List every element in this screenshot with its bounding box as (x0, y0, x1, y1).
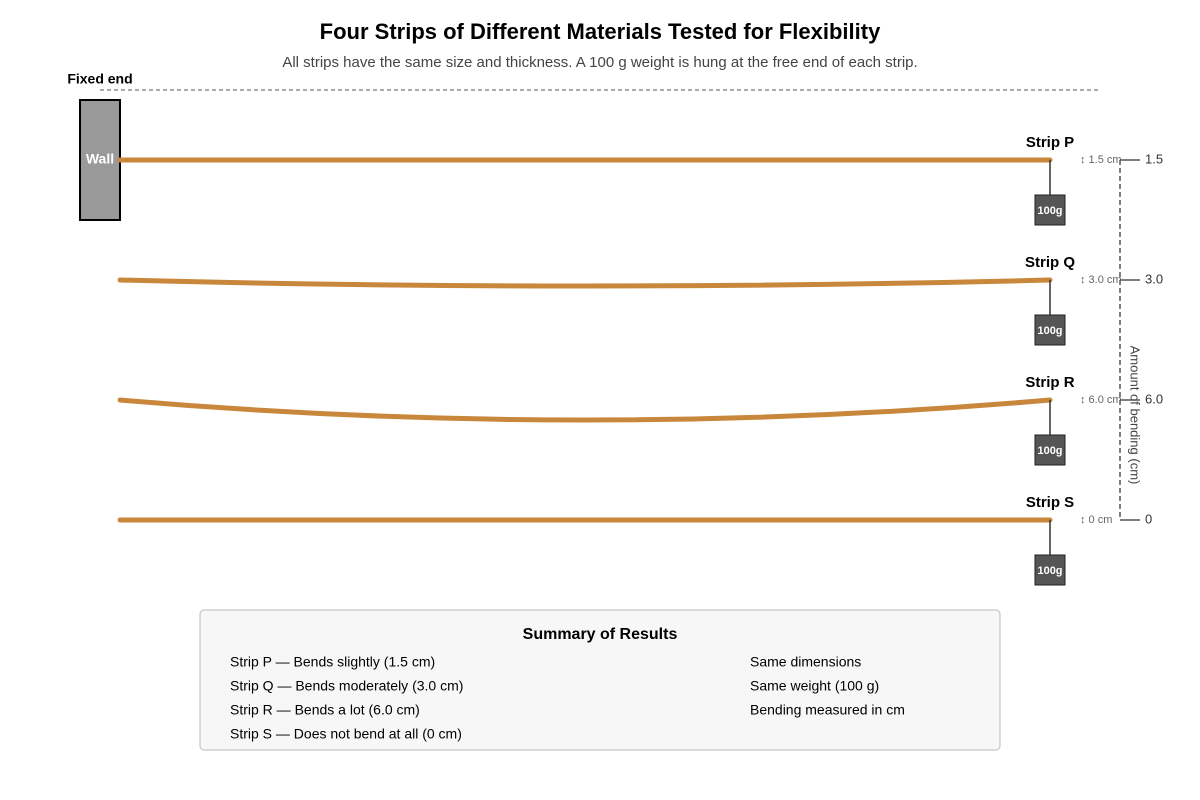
summary-item: Strip Q — Bends moderately (3.0 cm) (230, 678, 463, 694)
weight-label: 100g (1037, 445, 1062, 457)
summary-item: Strip P — Bends slightly (1.5 cm) (230, 654, 435, 670)
summary-box (199, 609, 1001, 751)
bend-label: ↕ 1.5 cm (1080, 154, 1122, 166)
bend-label: ↕ 6.0 cm (1080, 394, 1122, 406)
subtitle: All strips have the same size and thickn… (282, 54, 917, 71)
strip-name: Strip R (1025, 374, 1074, 391)
weight (1034, 194, 1066, 226)
strip (117, 277, 1053, 289)
summary-title: Summary of Results (523, 626, 678, 643)
weight-label: 100g (1037, 325, 1062, 337)
strips: Strip P 100g ↕ 1.5 cm 1.5 Strip Q 100g ↕ 3.0 c… (117, 134, 1163, 586)
title: Four Strips of Different Materials Teste… (320, 19, 881, 44)
axis-tick-label: 3.0 (1145, 271, 1163, 286)
strip (117, 397, 1053, 423)
axis-title: Amount of bending (cm) (1128, 346, 1143, 485)
wall (79, 99, 121, 221)
bend-label: ↕ 3.0 cm (1080, 274, 1122, 286)
strip-name: Strip Q (1025, 254, 1075, 271)
summary-note: Same weight (100 g) (750, 678, 879, 694)
weight-label: 100g (1037, 205, 1062, 217)
bend-label: ↕ 0 cm (1080, 514, 1112, 526)
summary-item: Strip S — Does not bend at all (0 cm) (230, 726, 462, 742)
summary-note: Bending measured in cm (750, 702, 905, 718)
weight (1034, 554, 1066, 586)
wall-label: Wall (86, 151, 114, 167)
strip-name: Strip S (1026, 494, 1074, 511)
strip-name: Strip P (1026, 134, 1074, 151)
axis-tick-label: 0 (1145, 511, 1152, 526)
weight-label: 100g (1037, 565, 1062, 577)
weight (1034, 434, 1066, 466)
weight (1034, 314, 1066, 346)
summary-note: Same dimensions (750, 654, 861, 670)
fixed-end-label: Fixed end (67, 71, 132, 87)
summary-item: Strip R — Bends a lot (6.0 cm) (230, 702, 420, 718)
axis-tick-label: 6.0 (1145, 391, 1163, 406)
axis-tick-label: 1.5 (1145, 151, 1163, 166)
summary-list: Strip P — Bends slightly (1.5 cm) Strip Q… (230, 654, 905, 742)
